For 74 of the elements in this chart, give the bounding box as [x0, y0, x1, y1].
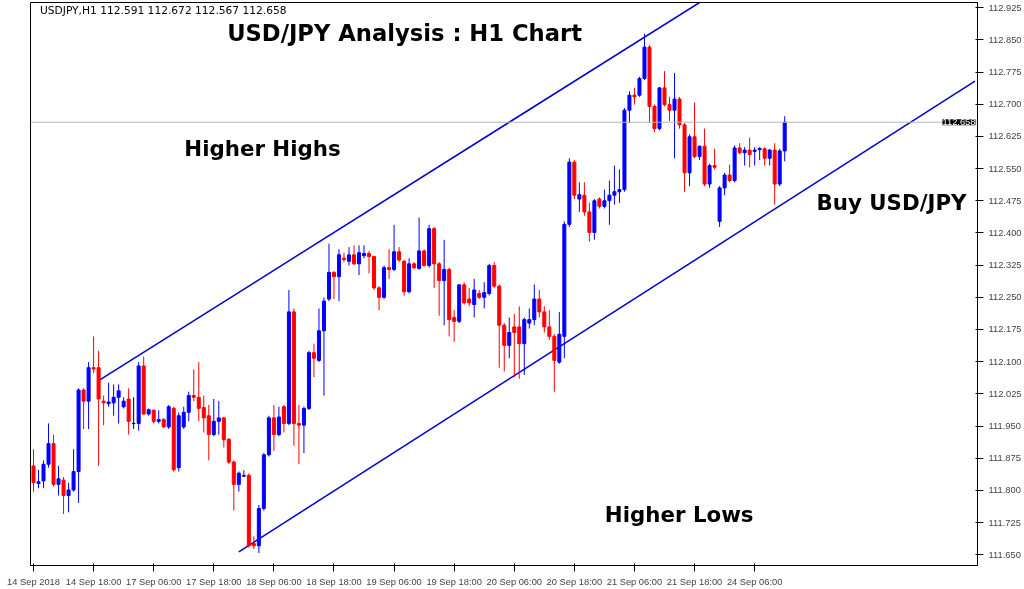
x-tick-label: 20 Sep 18:00: [546, 576, 603, 587]
y-tick-label: 112.925: [988, 2, 1022, 13]
candlestick: [472, 278, 477, 318]
candlestick: [392, 224, 397, 272]
x-tick-label: 19 Sep 06:00: [366, 576, 422, 587]
candlestick: [36, 469, 41, 489]
y-tick-label: 111.650: [988, 549, 1021, 560]
y-tick-label: 111.725: [988, 517, 1021, 528]
candlestick: [336, 248, 341, 302]
x-tick-label: 18 Sep 06:00: [246, 576, 302, 587]
candlestick: [206, 404, 211, 461]
candlestick: [166, 404, 171, 430]
candlestick: [442, 239, 447, 326]
y-tick-label: 112.325: [988, 260, 1022, 271]
candlestick: [61, 476, 66, 515]
candlestick: [692, 101, 697, 159]
candlestick: [742, 146, 747, 167]
x-tick-label: 18 Sep 18:00: [306, 576, 362, 587]
x-tick-label: 17 Sep 18:00: [186, 576, 242, 587]
candlestick: [747, 137, 752, 168]
candlestick: [512, 313, 517, 378]
annotation: Buy USD/JPY: [816, 189, 968, 215]
y-tick-label: 112.850: [988, 34, 1022, 45]
y-tick-label: 112.700: [988, 99, 1022, 110]
y-tick-label: 112.250: [988, 292, 1022, 303]
y-tick-label: 112.400: [988, 227, 1022, 238]
candlestick: [347, 246, 352, 267]
candlestick: [331, 270, 336, 300]
candlestick: [271, 404, 276, 452]
candlestick: [462, 281, 467, 306]
candlestick: [276, 406, 281, 437]
candlestick: [672, 72, 677, 159]
y-tick-label: 112.100: [988, 356, 1022, 367]
candlestick: [507, 316, 512, 359]
x-tick-label: 24 Sep 06:00: [726, 576, 783, 587]
y-tick-label: 112.025: [988, 388, 1022, 399]
x-tick-label: 14 Sep 18:00: [65, 576, 122, 587]
y-tick-label: 112.550: [988, 163, 1022, 174]
annotation: Higher Highs: [184, 136, 341, 162]
candlestick: [101, 395, 106, 426]
candlestick: [712, 148, 717, 170]
x-tick-label: 21 Sep 06:00: [606, 576, 663, 587]
candlestick: [752, 146, 757, 167]
y-tick-label: 112.625: [988, 131, 1022, 142]
y-tick-label: 112.775: [988, 67, 1022, 78]
y-tick-label: 111.800: [988, 485, 1021, 496]
y-tick-label: 111.875: [988, 453, 1021, 464]
annotation: USDJPY,H1 112.591 112.672 112.567 112.658: [39, 4, 287, 18]
x-tick-label: 17 Sep 06:00: [125, 576, 182, 587]
x-tick-label: 20 Sep 06:00: [486, 576, 543, 587]
text: USD/JPY Analysis : H1 Chart: [227, 20, 583, 47]
annotation: Higher Lows: [604, 502, 754, 528]
candlestick: [126, 387, 131, 436]
candlestick: [81, 387, 86, 430]
candlestick: [357, 244, 362, 276]
candlestick: [56, 465, 61, 497]
candlestick: [281, 404, 286, 433]
candlestick: [216, 400, 221, 436]
y-tick-label: 112.475: [988, 195, 1022, 206]
x-tick-label: 14 Sep 2018: [7, 576, 60, 587]
candlestick: [707, 163, 712, 189]
y-tick-label: 112.175: [988, 324, 1022, 335]
y-tick-label: 111.950: [988, 421, 1021, 432]
x-tick-label: 19 Sep 18:00: [426, 576, 482, 587]
ref-line-label: 112.658: [942, 117, 976, 128]
candlestick: [31, 448, 36, 493]
candlestick: [341, 252, 346, 263]
candlestick: [352, 244, 357, 266]
candlestick: [417, 216, 422, 270]
candlestick: [387, 248, 392, 280]
candlestick: [577, 181, 582, 213]
candlestick: [762, 146, 767, 167]
x-tick-label: 21 Sep 18:00: [666, 576, 723, 587]
candlestick: [311, 343, 316, 378]
